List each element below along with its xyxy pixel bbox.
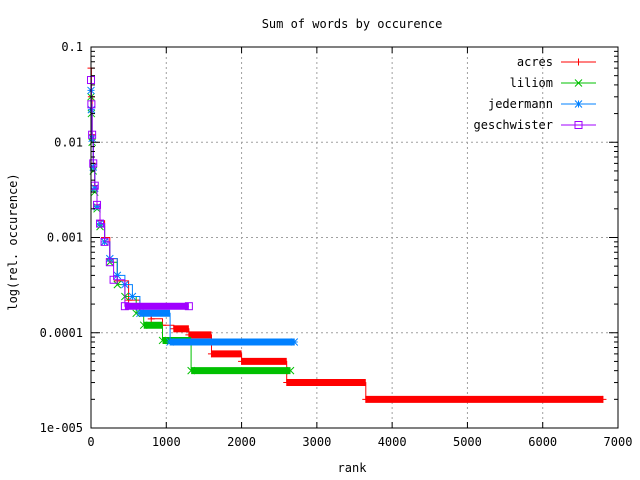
ticks <box>90 46 619 429</box>
legend-label: liliom <box>510 76 553 90</box>
series-point <box>90 184 99 192</box>
series-point <box>184 302 193 311</box>
y-tick-label: 0.001 <box>47 231 83 245</box>
legend-marker <box>574 100 583 108</box>
legend-label: jedermann <box>488 97 553 111</box>
legend-marker <box>574 79 583 87</box>
y-tick-label: 0.1 <box>61 40 83 54</box>
y-axis-label: log(rel. occurence) <box>6 173 20 310</box>
legend: acres liliom jedermann geschwister <box>474 55 596 132</box>
series-point <box>113 280 122 289</box>
y-tick-label: 0.01 <box>54 135 83 149</box>
series-point <box>136 309 144 318</box>
x-tick-label: 2000 <box>227 435 256 449</box>
series-point <box>362 395 370 403</box>
x-tick-label: 3000 <box>302 435 331 449</box>
legend-label: geschwister <box>474 118 553 132</box>
series-point <box>96 219 105 228</box>
chart-title: Sum of words by occurence <box>262 17 443 31</box>
series-point <box>599 395 607 403</box>
series-point <box>286 366 295 375</box>
series-point <box>139 321 148 330</box>
x-tick-label: 1000 <box>152 435 181 449</box>
series-point <box>158 336 167 345</box>
x-tick-label: 5000 <box>453 435 482 449</box>
x-tick-label: 6000 <box>528 435 557 449</box>
series-point <box>100 237 109 246</box>
legend-label: acres <box>517 55 553 69</box>
grid <box>91 47 618 428</box>
x-tick-label: 7000 <box>604 435 633 449</box>
x-axis-label: rank <box>338 461 368 475</box>
series-point <box>283 379 291 387</box>
series-point <box>93 202 101 211</box>
series-acres <box>87 64 607 403</box>
series-point <box>109 275 118 284</box>
plot-series <box>87 64 607 403</box>
y-tick-label: 0.0001 <box>40 326 83 340</box>
tick-labels: 0 1000 2000 3000 4000 5000 6000 7000 0.1 0.01 0.00… <box>40 40 633 449</box>
series-point <box>105 258 114 267</box>
x-tick-label: 4000 <box>378 435 407 449</box>
series-point <box>290 338 299 346</box>
series-point <box>89 159 98 168</box>
series-point <box>113 271 122 280</box>
legend-marker <box>574 121 583 129</box>
y-tick-label: 1e-005 <box>40 421 83 435</box>
series-point <box>207 350 215 358</box>
series-point <box>132 309 141 318</box>
series-point <box>120 302 129 311</box>
series-point <box>187 366 195 375</box>
series-point <box>128 292 137 301</box>
series-point <box>166 338 174 346</box>
series-point <box>93 200 102 209</box>
series-point <box>238 357 246 365</box>
series-point <box>88 130 97 139</box>
legend-marker <box>575 58 582 66</box>
series-line <box>90 96 291 372</box>
series-point <box>170 325 178 333</box>
x-tick-label: 0 <box>87 435 94 449</box>
series-geschwister <box>87 76 193 311</box>
series-line <box>90 79 189 307</box>
